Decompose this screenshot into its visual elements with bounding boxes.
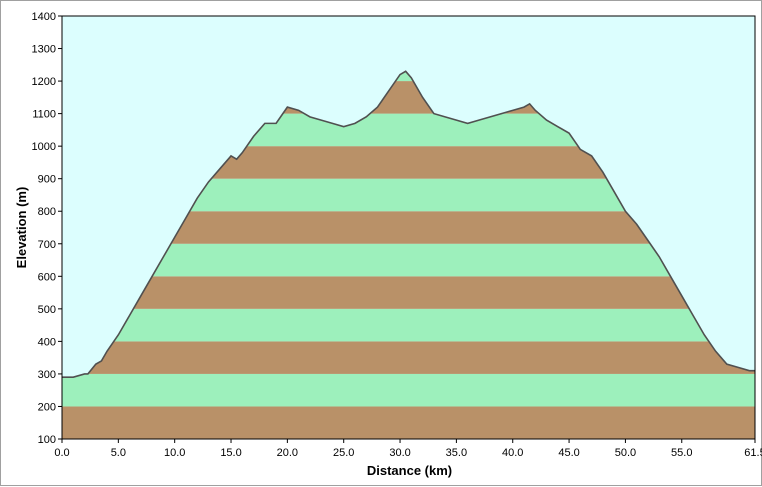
x-tick-label: 20.0 [277,447,298,459]
y-tick-label: 200 [38,401,56,413]
x-axis: 0.0 5.0 10.0 15.0 20.0 25.0 30.0 35.0 40.0 45.0 50… [54,439,762,459]
y-tick-label: 600 [38,271,56,283]
y-axis: 100 200 300 400 500 600 700 800 900 1000 1100 1200 1… [32,11,62,446]
x-tick-label: 35.0 [446,447,467,459]
elevation-band [62,243,755,277]
elevation-band [62,71,755,82]
plot-border [61,15,756,440]
y-tick-label: 400 [38,336,56,348]
x-tick-label: 30.0 [389,447,410,459]
y-tick-label: 1300 [32,44,56,56]
y-tick-label: 700 [38,239,56,251]
elevation-band [62,276,755,309]
elevation-band [62,308,755,342]
x-tick-label: 5.0 [111,447,126,459]
x-tick-label: 55.0 [671,447,692,459]
y-tick-label: 1200 [32,76,56,88]
elevation-band [62,406,755,439]
y-tick-label: 1000 [32,141,56,153]
x-tick-label: 45.0 [558,447,579,459]
x-axis-title: Distance (km) [367,463,452,478]
y-tick-label: 1100 [32,109,56,121]
x-tick-label: 25.0 [333,447,354,459]
x-tick-label: 50.0 [615,447,636,459]
x-tick-label: 0.0 [54,447,69,459]
y-axis-title: Elevation (m) [14,187,29,269]
x-tick-label: 61.5 [744,447,762,459]
x-tick-label: 40.0 [502,447,523,459]
x-tick-label: 10.0 [164,447,185,459]
x-tick-label: 15.0 [220,447,241,459]
y-tick-label: 100 [38,434,56,446]
elevation-band [62,341,755,374]
y-tick-label: 800 [38,206,56,218]
y-tick-label: 500 [38,304,56,316]
y-tick-label: 1400 [32,11,56,23]
y-tick-label: 300 [38,369,56,381]
y-tick-label: 900 [38,174,56,186]
elevation-band [62,373,755,407]
elevation-profile-line [62,70,755,378]
